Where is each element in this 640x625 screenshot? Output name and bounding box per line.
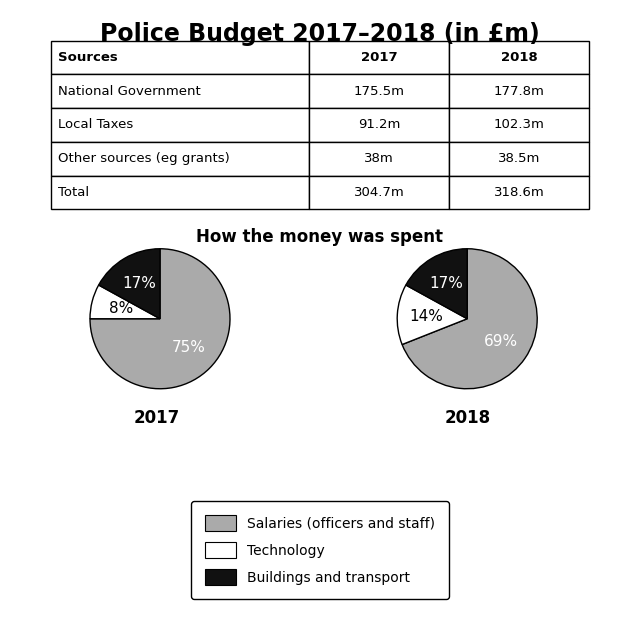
- Bar: [449, 108, 589, 142]
- Bar: [51, 108, 309, 142]
- Text: 38m: 38m: [364, 152, 394, 165]
- Wedge shape: [99, 249, 160, 319]
- Bar: [309, 74, 449, 108]
- Text: 2018: 2018: [500, 51, 538, 64]
- Text: Other sources (eg grants): Other sources (eg grants): [58, 152, 229, 165]
- Text: 17%: 17%: [429, 276, 463, 291]
- Text: 2018: 2018: [444, 409, 490, 428]
- Text: Police Budget 2017–2018 (in £m): Police Budget 2017–2018 (in £m): [100, 22, 540, 46]
- Bar: [309, 142, 449, 176]
- Bar: [449, 176, 589, 209]
- Text: 175.5m: 175.5m: [354, 85, 404, 98]
- Text: How the money was spent: How the money was spent: [196, 228, 444, 246]
- Wedge shape: [402, 249, 537, 389]
- Text: 75%: 75%: [172, 340, 205, 355]
- Wedge shape: [406, 249, 467, 319]
- Legend: Salaries (officers and staff), Technology, Buildings and transport: Salaries (officers and staff), Technolog…: [191, 501, 449, 599]
- Text: 102.3m: 102.3m: [493, 119, 545, 131]
- Text: 2017: 2017: [134, 409, 180, 428]
- Text: 8%: 8%: [109, 301, 133, 316]
- Bar: [449, 74, 589, 108]
- Bar: [51, 41, 309, 74]
- Text: 2017: 2017: [361, 51, 397, 64]
- Text: 69%: 69%: [484, 334, 518, 349]
- Bar: [309, 108, 449, 142]
- Text: 17%: 17%: [122, 276, 156, 291]
- Bar: [51, 74, 309, 108]
- Wedge shape: [90, 249, 230, 389]
- Bar: [51, 176, 309, 209]
- Text: Local Taxes: Local Taxes: [58, 119, 133, 131]
- Bar: [309, 41, 449, 74]
- Text: 318.6m: 318.6m: [493, 186, 544, 199]
- Bar: [309, 176, 449, 209]
- Bar: [51, 142, 309, 176]
- Bar: [449, 41, 589, 74]
- Wedge shape: [90, 285, 160, 319]
- Text: Sources: Sources: [58, 51, 117, 64]
- Text: 304.7m: 304.7m: [354, 186, 404, 199]
- Text: National Government: National Government: [58, 85, 200, 98]
- Text: 91.2m: 91.2m: [358, 119, 401, 131]
- Bar: [449, 142, 589, 176]
- Text: 38.5m: 38.5m: [498, 152, 540, 165]
- Text: 14%: 14%: [410, 309, 444, 324]
- Text: 177.8m: 177.8m: [493, 85, 545, 98]
- Text: Total: Total: [58, 186, 89, 199]
- Wedge shape: [397, 285, 467, 344]
